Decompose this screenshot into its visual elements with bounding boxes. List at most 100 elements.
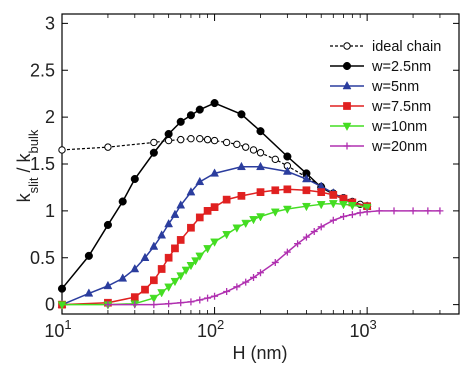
data-point-5-6 <box>196 296 204 304</box>
data-point-4-23 <box>328 200 338 209</box>
data-point-1-4 <box>130 174 139 184</box>
data-point-4-9 <box>186 262 196 271</box>
data-point-0-11 <box>242 143 250 151</box>
data-point-2-15 <box>256 161 265 171</box>
data-point-1-6 <box>164 129 173 139</box>
data-point-0-6 <box>196 134 204 143</box>
data-point-0-0 <box>58 146 66 154</box>
data-point-5-11 <box>242 278 250 286</box>
data-point-4-11 <box>195 252 205 261</box>
data-point-5-24 <box>363 208 371 216</box>
data-point-5-17 <box>302 233 310 241</box>
y-tick-label-5: 2.5 <box>30 60 55 80</box>
data-point-1-3 <box>118 197 127 206</box>
data-point-4-10 <box>191 257 200 266</box>
series-line-4 <box>62 202 368 306</box>
legend-entry-2: w=5nm <box>330 79 419 95</box>
data-point-3-13 <box>222 195 231 204</box>
data-point-5-3 <box>165 300 173 308</box>
data-point-1-9 <box>195 105 204 114</box>
legend-marker-4 <box>342 122 352 132</box>
x-axis-title: H (nm) <box>233 343 288 363</box>
y-axis-title: kslit / kbulk <box>14 129 41 202</box>
data-point-1-13 <box>283 152 292 161</box>
data-point-2-13 <box>210 168 219 177</box>
data-point-3-6 <box>164 253 173 262</box>
legend-label-5: w=20nm <box>371 139 427 155</box>
data-point-0-10 <box>233 140 241 149</box>
data-point-2-8 <box>164 218 174 228</box>
data-point-0-4 <box>177 135 185 144</box>
legend-entry-3: w=7.5nm <box>330 99 431 115</box>
data-point-3-16 <box>271 186 280 195</box>
data-point-2-10 <box>176 200 186 209</box>
data-point-3-12 <box>210 203 219 211</box>
legend: ideal chain w=2.5nm w=5nm w=7.5nm w=10nm w=20… <box>330 39 441 155</box>
data-point-5-18 <box>310 228 318 235</box>
data-point-5-7 <box>204 294 212 302</box>
data-point-0-5 <box>187 134 195 143</box>
data-point-4-15 <box>232 224 242 233</box>
y-tick-label-6: 3 <box>45 13 55 33</box>
x-tick-label-2: 103 <box>350 317 377 341</box>
data-point-5-10 <box>233 283 241 291</box>
data-point-5-26 <box>390 207 398 215</box>
data-point-5-0 <box>104 301 112 309</box>
legend-marker-5 <box>343 142 351 150</box>
data-point-4-22 <box>316 201 326 210</box>
data-point-2-3 <box>118 273 128 282</box>
legend-entry-1: w=2.5nm <box>330 59 431 75</box>
data-point-3-10 <box>195 213 204 222</box>
data-point-1-1 <box>84 251 93 260</box>
series-4 <box>57 200 372 310</box>
data-point-4-17 <box>249 216 258 225</box>
series-5 <box>104 207 444 309</box>
series-2 <box>57 161 372 308</box>
data-point-0-12 <box>249 146 258 154</box>
data-point-5-19 <box>317 223 325 231</box>
legend-marker-1 <box>342 61 352 71</box>
y-tick-label-4: 2 <box>45 107 55 127</box>
data-point-2-4 <box>130 263 140 273</box>
data-point-5-21 <box>340 213 348 220</box>
legend-entry-5: w=20nm <box>330 139 427 155</box>
data-point-4-20 <box>282 205 292 215</box>
legend-label-4: w=10nm <box>371 119 427 135</box>
y-axis-title-sub2: bulk <box>26 129 41 153</box>
data-point-0-14 <box>271 155 279 164</box>
data-point-3-11 <box>203 207 212 215</box>
data-point-2-12 <box>195 176 205 186</box>
series-1 <box>57 99 372 293</box>
data-point-5-28 <box>424 207 432 215</box>
data-point-1-7 <box>176 117 185 126</box>
data-point-3-2 <box>130 293 139 301</box>
legend-entry-4: w=10nm <box>330 119 427 135</box>
data-point-5-16 <box>294 240 302 248</box>
data-point-2-2 <box>103 280 113 290</box>
data-point-4-7 <box>176 272 186 281</box>
data-point-4-18 <box>256 213 265 222</box>
data-point-4-19 <box>270 208 280 217</box>
data-point-2-6 <box>149 241 159 250</box>
data-point-3-4 <box>150 276 158 285</box>
data-point-4-24 <box>339 201 348 210</box>
data-point-5-8 <box>211 292 219 300</box>
data-point-0-3 <box>164 136 173 145</box>
data-point-2-16 <box>282 166 292 175</box>
data-point-3-7 <box>171 244 179 253</box>
data-point-5-29 <box>436 207 444 215</box>
data-point-1-2 <box>103 220 112 229</box>
data-point-1-11 <box>237 110 246 119</box>
data-point-1-0 <box>57 284 67 293</box>
legend-marker-3 <box>343 102 351 110</box>
data-point-5-15 <box>283 248 291 256</box>
data-point-3-9 <box>187 223 195 232</box>
data-point-1-8 <box>186 111 195 120</box>
data-point-0-1 <box>104 143 112 151</box>
legend-marker-0 <box>343 42 351 50</box>
data-point-5-1 <box>131 301 139 309</box>
y-tick-label-1: 0.5 <box>30 248 55 268</box>
data-point-4-13 <box>210 238 219 247</box>
data-point-3-3 <box>141 285 149 294</box>
